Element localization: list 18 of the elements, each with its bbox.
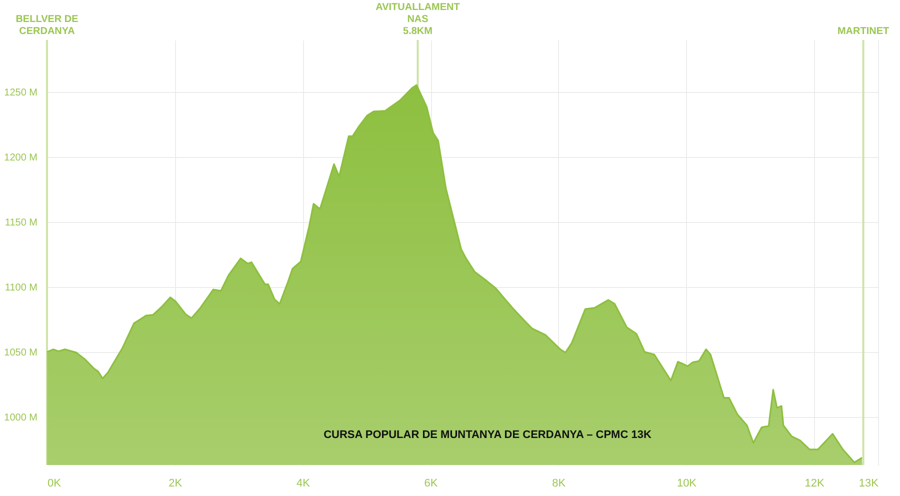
x-tick-label: 0K (48, 478, 62, 490)
y-tick-label: 1000 M (4, 412, 38, 424)
y-tick-label: 1050 M (4, 347, 38, 358)
x-tick-label: 12K (804, 478, 826, 490)
ref-line-label: MARTINET (837, 26, 890, 37)
y-tick-label: 1250 M (4, 87, 38, 98)
ref-line-label: AVITUALLAMENT NAS 5.8KM (376, 2, 460, 37)
x-tick-label: 13K (858, 478, 880, 490)
y-tick-label: 1200 M (4, 152, 38, 164)
y-tick-label: 1100 M (4, 282, 38, 294)
x-tick-label: 2K (168, 478, 183, 490)
y-tick-label: 1150 M (4, 217, 38, 228)
annotation: CURSA POPULAR DE MUNTANYA DE CERDANYA – CPMC 13K (324, 429, 652, 441)
x-tick-label: 8K (552, 478, 566, 490)
ref-line-label: BELLVER DE CERDANYA (16, 14, 79, 37)
x-tick-label: 10K (676, 478, 698, 490)
x-tick-label: 4K (296, 478, 311, 490)
x-tick-label: 6K (424, 478, 438, 490)
